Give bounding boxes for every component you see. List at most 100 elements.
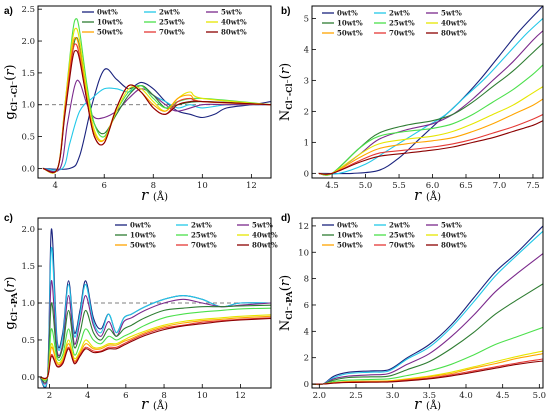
- series-line-10wtpct: [312, 283, 543, 385]
- y-tick-label: 1.0: [21, 101, 35, 111]
- series-line-40wtpct: [39, 314, 271, 380]
- y-tick-label: 0.0: [21, 373, 35, 383]
- x-tick-label: 10: [197, 181, 208, 191]
- x-tick-label: 6.5: [459, 181, 473, 191]
- series-line-80wtpct: [318, 120, 543, 175]
- series-line-25wtpct: [42, 18, 271, 174]
- y-tick-label: 2.5: [21, 5, 35, 15]
- legend-entry: 25wt%: [389, 231, 415, 240]
- legend-entry: 10wt%: [97, 18, 123, 27]
- series-line-10wtpct: [318, 42, 543, 176]
- legend-entry: 50wt%: [337, 241, 363, 250]
- y-tick-label: 4: [304, 327, 309, 337]
- legend-entry: 2wt%: [389, 9, 410, 18]
- legend-entry: 5wt%: [441, 9, 462, 18]
- x-tick-label: 5.0: [533, 391, 547, 401]
- y-tick-label: 2: [304, 107, 309, 117]
- series-line-25wtpct: [318, 64, 543, 176]
- series-line-50wtpct: [318, 98, 543, 176]
- panel-c: 2 4 6 8 10 12 0.0 0.5 1.0 1.5 2.0 c) gCl⁻-PA(r) r (Å)…: [3, 213, 278, 413]
- y-axis-label: NCl⁻-Cl⁻(r): [278, 63, 294, 121]
- y-tick-label: 2.0: [21, 225, 35, 235]
- legend-entry: 70wt%: [191, 241, 217, 250]
- y-tick-label: 10: [298, 248, 309, 258]
- legend-entry: 10wt%: [130, 231, 156, 240]
- series-line-0wtpct: [312, 225, 543, 386]
- legend-entry: 25wt%: [191, 231, 217, 240]
- x-tick-label: 2.0: [313, 391, 327, 401]
- y-axis-label: gCl⁻-PA(r): [3, 276, 19, 329]
- y-tick-label: 6: [304, 301, 309, 311]
- panel-label: d): [281, 213, 290, 224]
- y-tick-label: 1: [304, 138, 309, 148]
- y-tick-label: 2.0: [21, 37, 35, 47]
- plot-frame: [37, 5, 272, 179]
- legend-entry: 50wt%: [130, 241, 156, 250]
- legend-entry: 40wt%: [441, 19, 467, 28]
- series-lines: [312, 225, 543, 386]
- legend-entry: 50wt%: [97, 28, 123, 37]
- series-line-2wtpct: [318, 17, 543, 175]
- legend-entry: 80wt%: [441, 29, 467, 38]
- y-tick-label: 1.5: [21, 69, 35, 79]
- y-tick-label: 0.5: [21, 133, 35, 143]
- x-tick-label: 4.5: [496, 391, 510, 401]
- y-tick-label: 8: [304, 275, 309, 285]
- y-tick-label: 0: [304, 380, 309, 390]
- legend-entry: 0wt%: [337, 221, 358, 230]
- series-line-5wtpct: [312, 253, 543, 385]
- series-line-40wtpct: [318, 86, 543, 176]
- legend-entry: 70wt%: [389, 241, 415, 250]
- legend: 0wt% 2wt% 5wt% 10wt% 25wt% 40wt% 50wt% 70wt% 80w…: [82, 8, 247, 37]
- legend-entry: 70wt%: [389, 29, 415, 38]
- legend-entry: 80wt%: [441, 241, 467, 250]
- plot-frame: [311, 5, 544, 179]
- legend-entry: 2wt%: [159, 8, 180, 17]
- x-axis-label: r (Å): [141, 186, 168, 204]
- x-tick-label: 3.5: [423, 391, 437, 401]
- legend: 0wt% 2wt% 5wt% 10wt% 25wt% 40wt% 50wt% 70wt% 80w…: [322, 9, 467, 38]
- legend-entry: 70wt%: [159, 28, 185, 37]
- series-line-5wtpct: [42, 79, 271, 173]
- legend-entry: 10wt%: [337, 231, 363, 240]
- x-tick-label: 4.0: [459, 391, 473, 401]
- x-tick-label: 12: [246, 181, 257, 191]
- x-tick-label: 4.5: [325, 181, 339, 191]
- legend-entry: 25wt%: [159, 18, 185, 27]
- x-tick-label: 4: [85, 391, 90, 401]
- panel-label: b): [281, 6, 290, 17]
- series-line-50wtpct: [39, 315, 271, 380]
- x-tick-label: 2.5: [349, 391, 363, 401]
- y-tick-label: 0: [304, 169, 309, 179]
- y-tick-label: 4: [304, 45, 309, 55]
- y-tick-label: 0.5: [21, 336, 35, 346]
- legend-entry: 50wt%: [337, 29, 363, 38]
- x-tick-label: 3.0: [386, 391, 400, 401]
- legend-entry: 25wt%: [389, 19, 415, 28]
- legend-entry: 80wt%: [252, 241, 278, 250]
- x-tick-label: 7.0: [493, 181, 507, 191]
- x-axis-label: r (Å): [414, 186, 441, 204]
- y-tick-label: 12: [298, 222, 309, 232]
- series-line-0wtpct: [318, 6, 543, 175]
- x-tick-label: 4: [52, 181, 57, 191]
- x-tick-label: 5.0: [359, 181, 373, 191]
- legend-entry: 0wt%: [97, 8, 118, 17]
- y-tick-label: 1.0: [21, 299, 35, 309]
- legend-entry: 0wt%: [130, 221, 151, 230]
- series-line-2wtpct: [39, 247, 271, 387]
- legend-entry: 2wt%: [191, 221, 212, 230]
- series-line-25wtpct: [312, 326, 543, 385]
- legend-entry: 10wt%: [337, 19, 363, 28]
- x-tick-label: 12: [235, 391, 246, 401]
- y-tick-label: 2: [304, 354, 309, 364]
- x-tick-label: 5.5: [392, 181, 406, 191]
- series-line-2wtpct: [312, 230, 543, 386]
- panel-b: 4.5 5.0 5.5 6.0 6.5 7.0 7.5 0 1 2 3 4 5 b) NCl⁻-Cl⁻(r)…: [278, 5, 544, 204]
- series-lines: [42, 18, 271, 174]
- legend-entry: 5wt%: [441, 221, 462, 230]
- x-tick-label: 8: [151, 181, 156, 191]
- y-tick-label: 5: [304, 14, 309, 24]
- legend: 0wt% 2wt% 5wt% 10wt% 25wt% 40wt% 50wt% 70wt% 80w…: [115, 221, 278, 250]
- panel-d: 2.0 2.5 3.0 3.5 4.0 4.5 5.0 0 2 4 6 8 10 12 d) NCl⁻-PA(…: [278, 213, 546, 413]
